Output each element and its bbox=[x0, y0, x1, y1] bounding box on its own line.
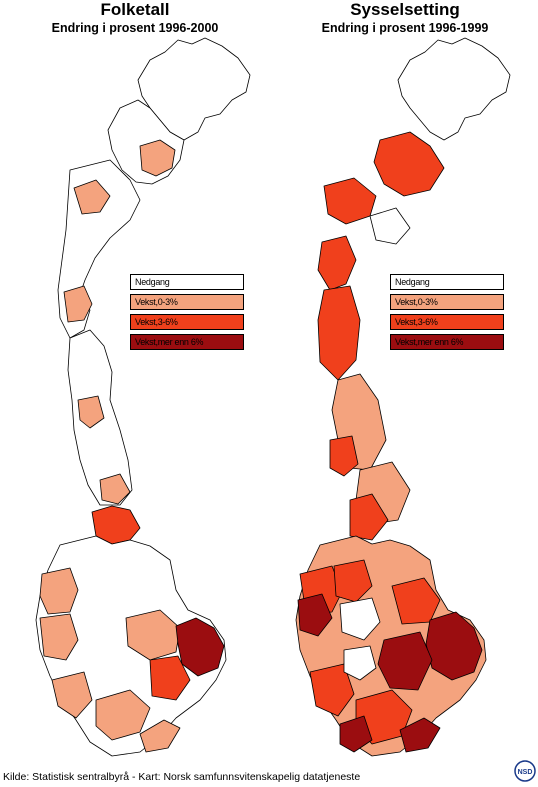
region-stavanger bbox=[51, 671, 93, 719]
legend-label: Vekst,0-3% bbox=[135, 297, 178, 307]
region-south-coast bbox=[139, 719, 181, 753]
legend-item: Vekst,3-6% bbox=[130, 313, 244, 333]
region-troms-growth bbox=[139, 139, 176, 177]
region-bergen bbox=[39, 613, 79, 661]
legend-item: Vekst,0-3% bbox=[130, 293, 244, 313]
region-south-growth bbox=[95, 689, 151, 741]
region-stavanger bbox=[309, 663, 355, 717]
legend-label: Vekst,3-6% bbox=[395, 317, 438, 327]
right-map-legend: Nedgang Vekst,0-3% Vekst,3-6% Vekst,mer … bbox=[390, 273, 504, 353]
right-map-title-text: Sysselsetting bbox=[350, 0, 460, 19]
legend-swatch bbox=[390, 274, 504, 290]
legend-label: Vekst,3-6% bbox=[135, 317, 178, 327]
legend-label: Nedgang bbox=[135, 277, 170, 287]
legend-item: Vekst,mer enn 6% bbox=[130, 333, 244, 353]
left-map-subtitle: Endring i prosent 1996-2000 bbox=[51, 21, 219, 35]
right-map-title: Sysselsetting Endring i prosent 1996-199… bbox=[280, 0, 530, 36]
legend-item: Nedgang bbox=[390, 273, 504, 293]
legend-label: Vekst,mer enn 6% bbox=[395, 337, 464, 347]
source-credit: Kilde: Statistisk sentralbyrå - Kart: No… bbox=[3, 771, 361, 783]
legend-swatch bbox=[130, 294, 244, 310]
right-map-subtitle: Endring i prosent 1996-1999 bbox=[321, 21, 489, 35]
region-sogn bbox=[333, 559, 373, 603]
region-east-growth-a bbox=[125, 609, 181, 661]
region-east-growth-b bbox=[149, 655, 191, 701]
region-trondelag-b bbox=[99, 473, 131, 505]
region-south-coast bbox=[399, 717, 441, 753]
region-south-d bbox=[339, 715, 373, 753]
region-west-growth-a bbox=[39, 567, 79, 615]
legend-swatch bbox=[390, 334, 504, 350]
region-oslo bbox=[425, 611, 483, 681]
legend-label: Vekst,0-3% bbox=[395, 297, 438, 307]
nsd-logo-text: NSD bbox=[518, 769, 533, 776]
region-nordland-a bbox=[73, 179, 111, 215]
region-west-b bbox=[339, 597, 381, 641]
region-east-a bbox=[391, 577, 441, 625]
legend-item: Vekst,mer enn 6% bbox=[390, 333, 504, 353]
nsd-logo-icon: NSD bbox=[514, 760, 536, 782]
legend-label: Nedgang bbox=[395, 277, 430, 287]
legend-item: Vekst,3-6% bbox=[390, 313, 504, 333]
region-east-b bbox=[377, 631, 433, 691]
region-bergen bbox=[297, 593, 333, 637]
region-finnmark-growth bbox=[373, 131, 445, 197]
legend-swatch bbox=[390, 294, 504, 310]
region-trondelag-b bbox=[329, 435, 359, 477]
region-south-c bbox=[343, 645, 377, 681]
left-map-title: Folketall Endring i prosent 1996-2000 bbox=[10, 0, 260, 36]
region-troms-b bbox=[369, 207, 411, 245]
legend-swatch bbox=[130, 274, 244, 290]
legend-label: Vekst,mer enn 6% bbox=[135, 337, 204, 347]
region-trondelag-a bbox=[77, 395, 105, 429]
region-finnmark bbox=[397, 37, 511, 141]
region-nordland bbox=[317, 235, 357, 291]
region-troms bbox=[323, 177, 377, 225]
legend-swatch bbox=[130, 314, 244, 330]
region-nordland-b bbox=[317, 285, 361, 381]
region-nordland-b bbox=[63, 285, 93, 323]
legend-swatch bbox=[130, 334, 244, 350]
legend-item: Vekst,0-3% bbox=[390, 293, 504, 313]
left-map-title-text: Folketall bbox=[100, 0, 170, 19]
region-trondheim bbox=[349, 493, 389, 541]
legend-swatch bbox=[390, 314, 504, 330]
left-map-legend: Nedgang Vekst,0-3% Vekst,3-6% Vekst,mer … bbox=[130, 273, 244, 353]
legend-item: Nedgang bbox=[130, 273, 244, 293]
region-oslo bbox=[175, 617, 225, 677]
